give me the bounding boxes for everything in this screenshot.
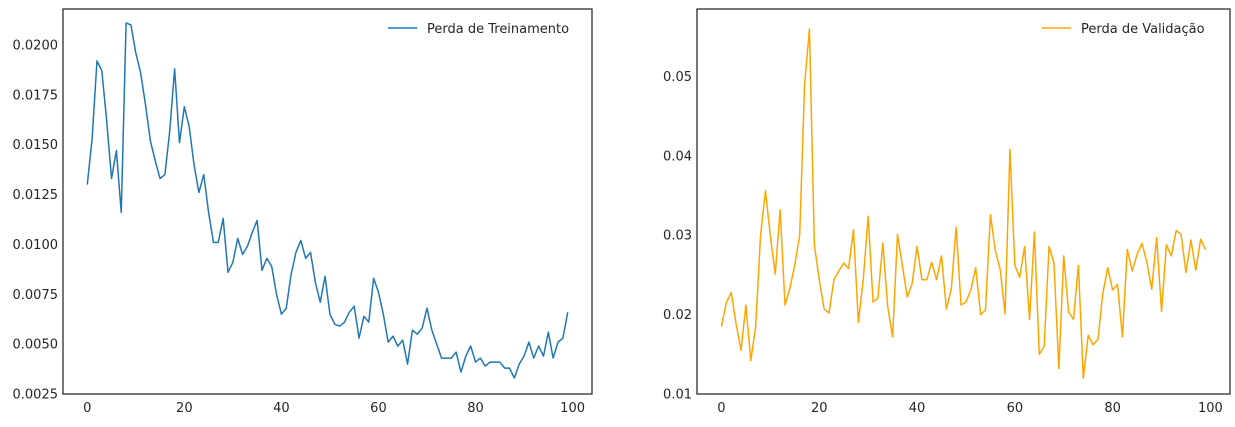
y-tick-label: 0.0175 [13,88,59,103]
x-tick-label: 20 [811,401,828,416]
x-tick-label: 60 [370,401,387,416]
x-tick-label: 0 [83,401,91,416]
y-tick-label: 0.0050 [13,338,59,353]
plot-frame [62,8,593,395]
legend: Perda de Validação [1042,22,1205,37]
y-tick-label: 0.0075 [13,288,59,303]
y-tick-label: 0.05 [663,70,692,85]
y-tick-label: 0.03 [663,229,692,244]
y-tick-label: 0.0150 [13,138,59,153]
y-tick-label: 0.0100 [13,238,59,253]
x-tick-label: 60 [1007,401,1024,416]
y-tick-label: 0.02 [663,308,692,323]
x-tick-label: 40 [273,401,290,416]
validation-loss-chart: 0 20 40 60 80 100 0.01 0.02 0.03 0.04 0.05 Perda de… [663,8,1231,416]
legend-label: Perda de Validação [1081,22,1205,37]
plot-frame [696,8,1231,395]
legend: Perda de Treinamento [388,22,569,37]
y-tick-label: 0.0125 [13,188,59,203]
series-line-0 [720,28,1207,379]
x-tick-label: 80 [467,401,484,416]
x-tick-label: 100 [560,401,585,416]
training-loss-chart: 0 20 40 60 80 100 0.0025 0.0050 0.0075 0.0100 0.01… [13,8,593,416]
x-tick-label: 20 [176,401,193,416]
legend-label: Perda de Treinamento [427,22,569,37]
x-tick-label: 0 [717,401,725,416]
y-tick-label: 0.01 [663,388,692,403]
y-tick-label: 0.0025 [13,388,59,403]
y-tick-label: 0.0200 [13,38,59,53]
x-tick-label: 80 [1104,401,1121,416]
x-tick-label: 100 [1198,401,1223,416]
y-tick-label: 0.04 [663,149,692,164]
series-line-0 [86,22,569,379]
x-tick-label: 40 [909,401,926,416]
